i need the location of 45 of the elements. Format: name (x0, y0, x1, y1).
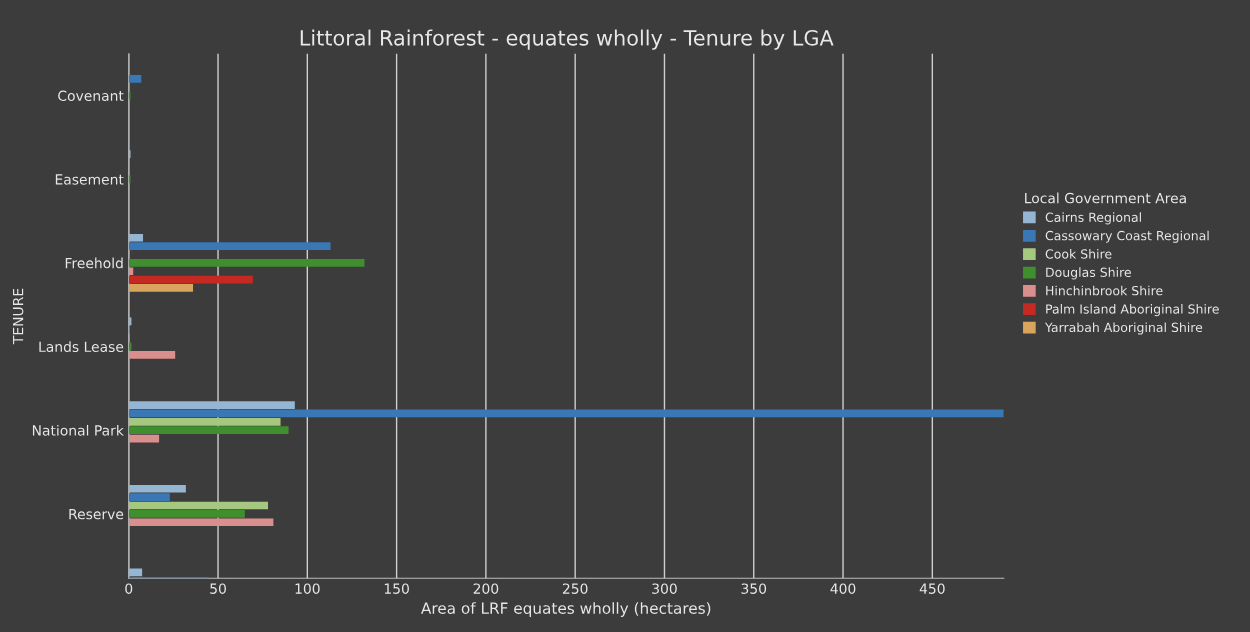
y-tick-label: Lands Lease (39, 341, 124, 353)
x-tick-label: 50 (210, 583, 226, 594)
y-tick-label: Freehold (65, 257, 123, 269)
x-axis-title: Area of LRF equates wholly (hectares) (421, 602, 711, 617)
bar (128, 518, 274, 527)
bar (128, 409, 1004, 418)
y-tick-label: Reserve (69, 509, 124, 520)
bar (128, 434, 160, 443)
bar (128, 426, 289, 435)
x-tick-label: 350 (741, 583, 767, 594)
x-tick-label: 100 (295, 583, 320, 594)
legend-title: Local Government Area (1025, 192, 1186, 204)
x-tick-label: 300 (652, 583, 677, 594)
bar (128, 259, 365, 267)
bar (128, 401, 295, 409)
x-tick-label: 0 (125, 583, 133, 594)
bar (128, 284, 194, 292)
x-tick-label: 250 (562, 583, 588, 594)
legend-label: Cairns Regional (1045, 212, 1141, 225)
x-tick-label: 150 (384, 583, 409, 594)
bar (128, 242, 331, 250)
bar (128, 267, 134, 276)
bar (128, 351, 176, 359)
bar (128, 493, 170, 501)
bar (128, 484, 186, 493)
legend-label: Yarrabah Aboriginal Shire (1044, 322, 1203, 335)
y-axis-title: TENURE (13, 288, 24, 345)
legend-label: Cook Shire (1045, 248, 1112, 259)
legend-label: Douglas Shire (1046, 267, 1131, 280)
legend-label: Hinchinbrook Shire (1046, 285, 1163, 296)
chart-title: Littoral Rainforest - equates wholly - Tenure by LGA (300, 29, 834, 50)
y-tick-label: Easement (55, 174, 124, 185)
bar (128, 74, 142, 83)
legend-label: Cassowary Coast Regional (1045, 230, 1209, 243)
legend-label: Palm Island Aboriginal Shire (1046, 304, 1219, 317)
x-tick-label: 450 (919, 583, 945, 594)
bar (128, 417, 281, 426)
bar (128, 233, 144, 242)
y-tick-label: National Park (32, 424, 124, 436)
y-tick-label: Covenant (58, 90, 124, 102)
x-tick-label: 400 (830, 583, 856, 594)
x-tick-label: 200 (473, 583, 499, 594)
bar (128, 275, 253, 284)
bar (128, 501, 269, 510)
bar (128, 510, 245, 518)
